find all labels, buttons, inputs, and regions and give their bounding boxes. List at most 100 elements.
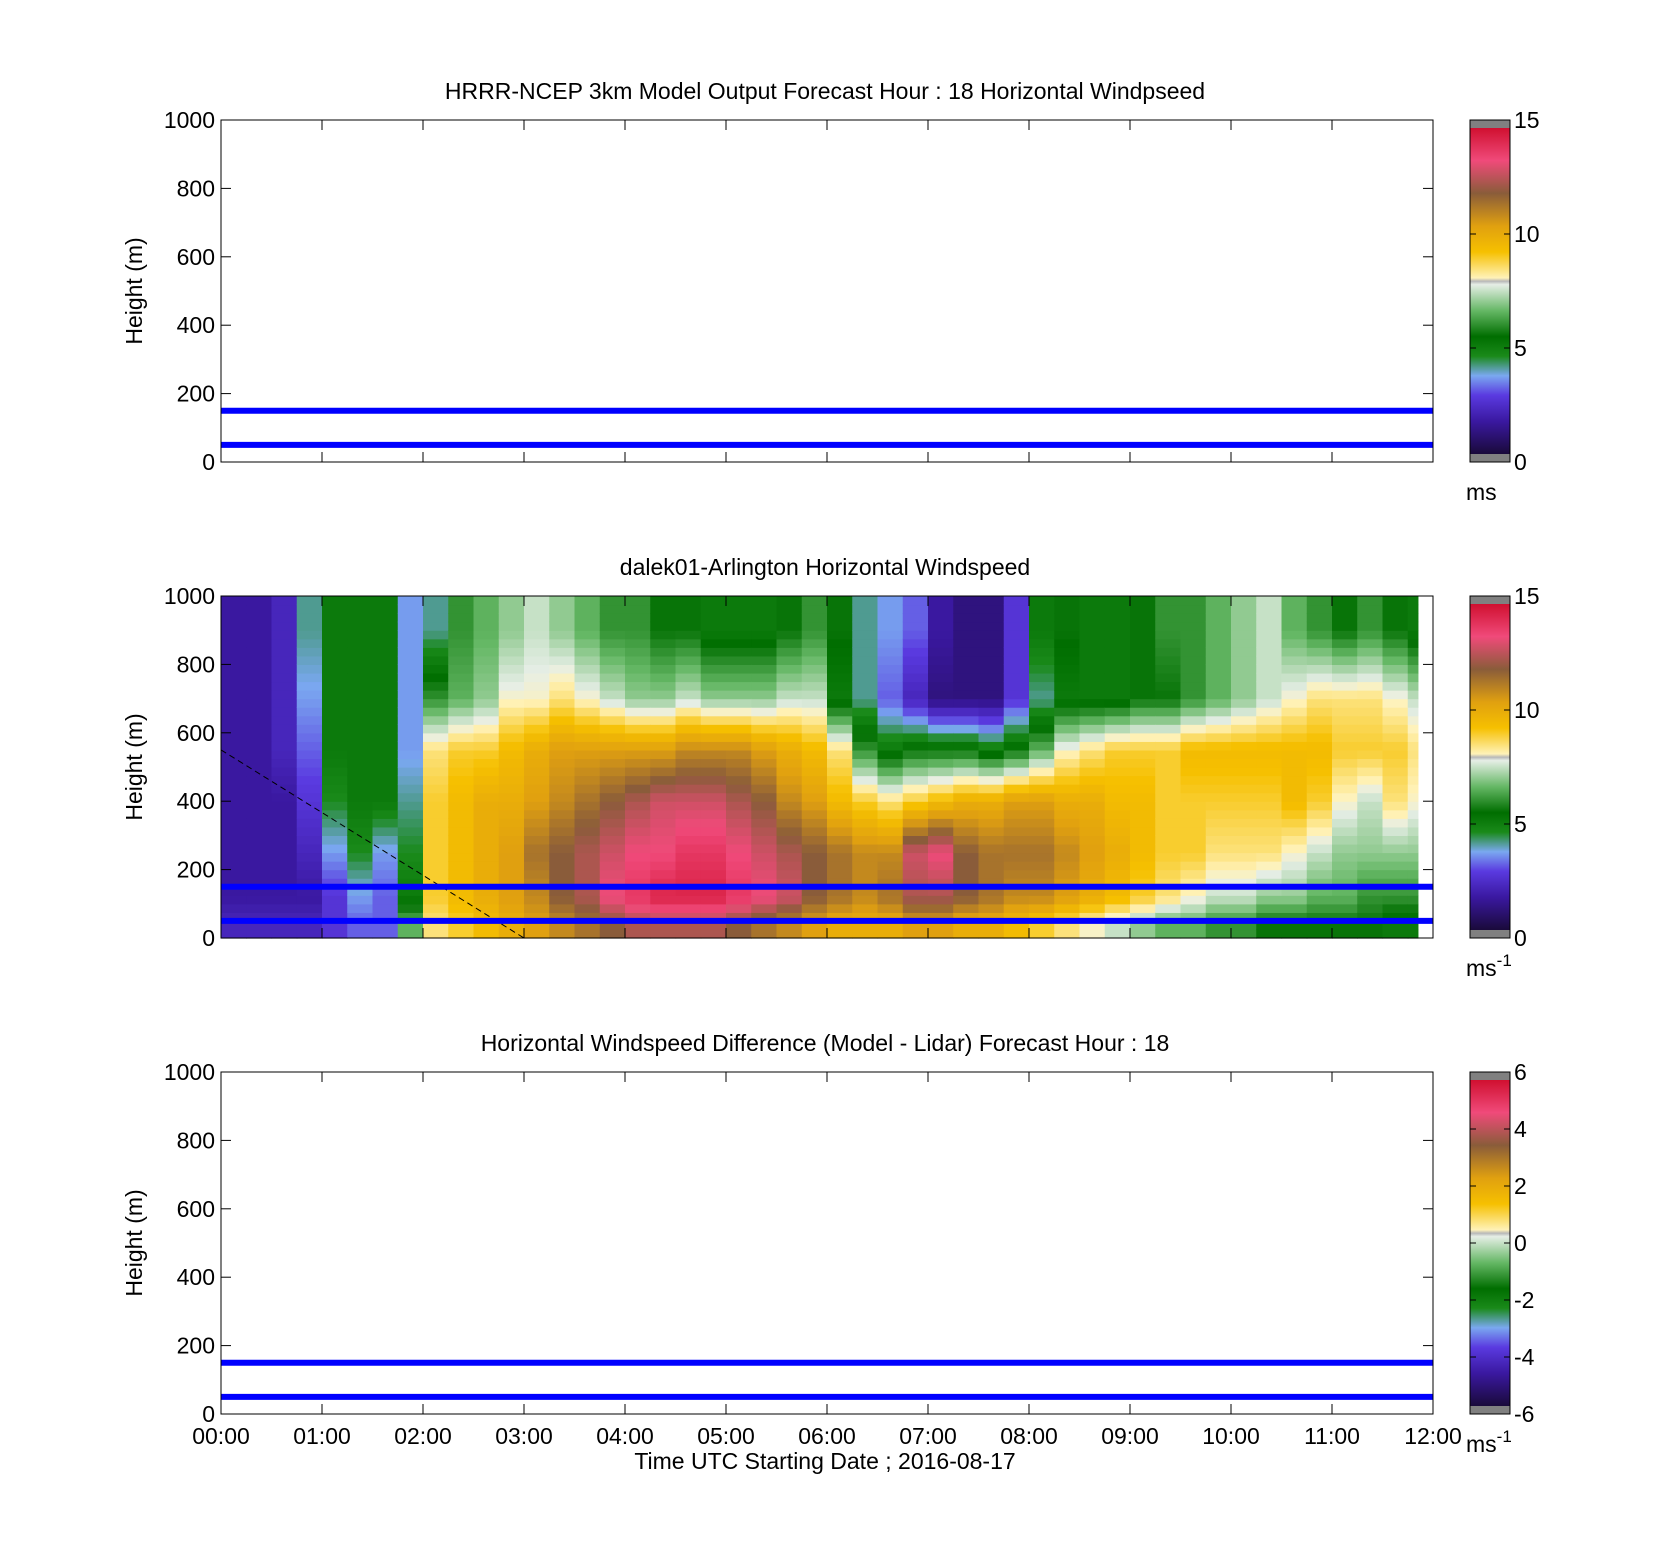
heatmap-cell (1130, 741, 1156, 751)
heatmap-cell (397, 741, 424, 751)
heatmap-cell (1281, 792, 1308, 802)
heatmap-cell (1332, 741, 1358, 751)
heatmap-cell (928, 929, 954, 939)
heatmap-cell (448, 672, 475, 683)
heatmap-cell (397, 912, 424, 922)
heatmap-cell (776, 801, 803, 811)
heatmap-cell (776, 647, 803, 657)
heatmap-cell (322, 613, 348, 623)
heatmap-cell (700, 818, 727, 828)
heatmap-cell (953, 707, 980, 717)
heatmap-cell (372, 732, 399, 742)
heatmap-cell (1357, 809, 1384, 819)
heatmap-cell (751, 861, 778, 871)
heatmap-cell (1130, 920, 1156, 931)
heatmap-cell (1357, 920, 1384, 931)
heatmap-cell (1054, 655, 1081, 665)
heatmap-cell (1205, 895, 1232, 905)
heatmap-cell (1407, 613, 1419, 623)
heatmap-cell (902, 681, 929, 691)
colorbar-unit: ms (1466, 479, 1497, 505)
heatmap-cell (423, 912, 449, 922)
heatmap-cell (1104, 843, 1131, 854)
heatmap-cell (1382, 852, 1409, 862)
heatmap-cell (852, 732, 879, 742)
heatmap-cell (776, 920, 803, 931)
heatmap-cell (221, 826, 247, 836)
heatmap-cell (296, 715, 323, 725)
heatmap-cell (953, 775, 980, 785)
heatmap-cell (726, 784, 752, 794)
heatmap-cell (852, 749, 879, 760)
heatmap-cell (700, 792, 727, 802)
heatmap-cell (902, 715, 929, 725)
heatmap-cell (1155, 801, 1182, 811)
heatmap-cell (322, 801, 348, 811)
heatmap-cell (473, 784, 500, 794)
heatmap-cell (1332, 826, 1358, 836)
heatmap-cell (1180, 818, 1207, 828)
heatmap-cell (1054, 758, 1081, 768)
heatmap-cell (1231, 749, 1257, 760)
heatmap-cell (1155, 809, 1182, 819)
heatmap-cell (1407, 895, 1419, 905)
colorbar-frame (1469, 595, 1511, 939)
heatmap-cell (928, 784, 954, 794)
heatmap-cell (1256, 869, 1283, 879)
heatmap-cell (827, 895, 853, 905)
heatmap-cell (776, 835, 803, 845)
heatmap-cell (423, 613, 449, 623)
heatmap-cell (1256, 630, 1283, 640)
heatmap-cell (296, 835, 323, 845)
heatmap-cell (700, 878, 727, 888)
heatmap-cell (1306, 920, 1333, 931)
heatmap-cell (1407, 758, 1419, 768)
heatmap-cell (271, 920, 298, 931)
heatmap-cell (322, 767, 348, 777)
heatmap-cell (322, 878, 348, 888)
heatmap-cell (397, 843, 424, 854)
heatmap-cell (953, 638, 980, 648)
heatmap-cell (1205, 801, 1232, 811)
heatmap-cell (524, 861, 550, 871)
heatmap-cell (650, 903, 677, 913)
heatmap-cell (271, 826, 298, 836)
heatmap-cell (1054, 749, 1081, 760)
heatmap-cell (625, 758, 651, 768)
heatmap-cell (726, 852, 752, 862)
heatmap-cell (776, 621, 803, 631)
heatmap-cell (700, 869, 727, 879)
heatmap-cell (751, 895, 778, 905)
heatmap-cell (1231, 886, 1257, 896)
heatmap-cell (625, 903, 651, 913)
heatmap-cell (1382, 604, 1409, 614)
heatmap-cell (1281, 818, 1308, 828)
heatmap-cell (397, 886, 424, 896)
heatmap-cell (1306, 596, 1333, 606)
heatmap-cell (650, 886, 677, 896)
heatmap-cell (246, 655, 273, 665)
heatmap-cell (625, 664, 651, 674)
heatmap-cell (423, 843, 449, 854)
heatmap-cell (498, 792, 525, 802)
heatmap-cell (473, 698, 500, 708)
colorbar-tick-label: -4 (1514, 1344, 1535, 1370)
heatmap-cell (852, 690, 879, 700)
heatmap-cell (1205, 732, 1232, 742)
heatmap-cell (751, 647, 778, 657)
heatmap-cell (1382, 878, 1409, 888)
heatmap-cell (928, 664, 954, 674)
heatmap-cell (246, 869, 273, 879)
heatmap-cell (1281, 784, 1308, 794)
heatmap-cell (801, 818, 828, 828)
heatmap-cell (1256, 749, 1283, 760)
heatmap-cell (928, 596, 954, 606)
heatmap-cell (1332, 690, 1358, 700)
heatmap-cell (473, 732, 500, 742)
heatmap-cell (599, 715, 626, 725)
heatmap-cell (448, 604, 475, 614)
heatmap-cell (827, 613, 853, 623)
heatmap-cell (700, 861, 727, 871)
